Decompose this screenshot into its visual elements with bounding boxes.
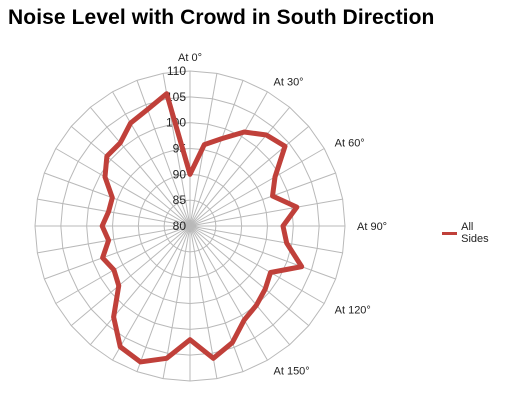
- grid-spoke: [189, 225, 291, 346]
- grid-spoke: [189, 225, 268, 361]
- grid-spoke: [189, 225, 336, 280]
- grid-spoke: [189, 198, 343, 227]
- legend-swatch: [442, 231, 458, 235]
- grid-spoke: [189, 225, 310, 327]
- grid-spoke: [189, 91, 268, 227]
- grid-spoke: [189, 225, 244, 372]
- direction-label: At 90°: [357, 221, 387, 233]
- direction-label: At 150°: [274, 366, 310, 378]
- grid-spoke: [70, 125, 191, 227]
- grid-spoke: [89, 225, 191, 346]
- r-tick-label: 90: [173, 167, 187, 181]
- grid-spoke: [136, 80, 191, 227]
- grid-spoke: [189, 125, 310, 227]
- legend-label: All Sides: [461, 221, 489, 245]
- direction-label: At 120°: [335, 305, 371, 317]
- grid-spoke: [189, 172, 336, 227]
- grid-spoke: [89, 106, 191, 227]
- grid-spoke: [136, 225, 191, 372]
- grid-spoke: [37, 198, 191, 227]
- grid-spoke: [112, 91, 191, 227]
- grid-spoke: [55, 225, 191, 304]
- grid-spoke: [44, 225, 191, 280]
- series-line-all-sides: [99, 91, 305, 365]
- grid-spoke: [162, 225, 191, 379]
- grid-spoke: [189, 225, 325, 304]
- grid-spoke: [189, 80, 244, 227]
- r-tick-label: 85: [173, 193, 187, 207]
- direction-label: At 30°: [274, 76, 304, 88]
- chart-title: Noise Level with Crowd in South Directio…: [8, 6, 435, 29]
- grid-spoke: [112, 225, 191, 361]
- r-tick-label: 80: [173, 219, 187, 233]
- grid-spoke: [55, 148, 191, 227]
- direction-label: At 60°: [335, 138, 365, 150]
- grid-spoke: [44, 172, 191, 227]
- grid-spoke: [189, 225, 218, 379]
- grid-spoke: [70, 225, 191, 327]
- grid-spoke: [37, 225, 191, 254]
- grid-spoke: [189, 148, 325, 227]
- grid-spoke: [189, 106, 291, 227]
- legend: All Sides: [442, 221, 494, 245]
- direction-label: At 0°: [178, 52, 202, 64]
- r-tick-label: 110: [167, 64, 186, 78]
- grid-spoke: [189, 225, 343, 254]
